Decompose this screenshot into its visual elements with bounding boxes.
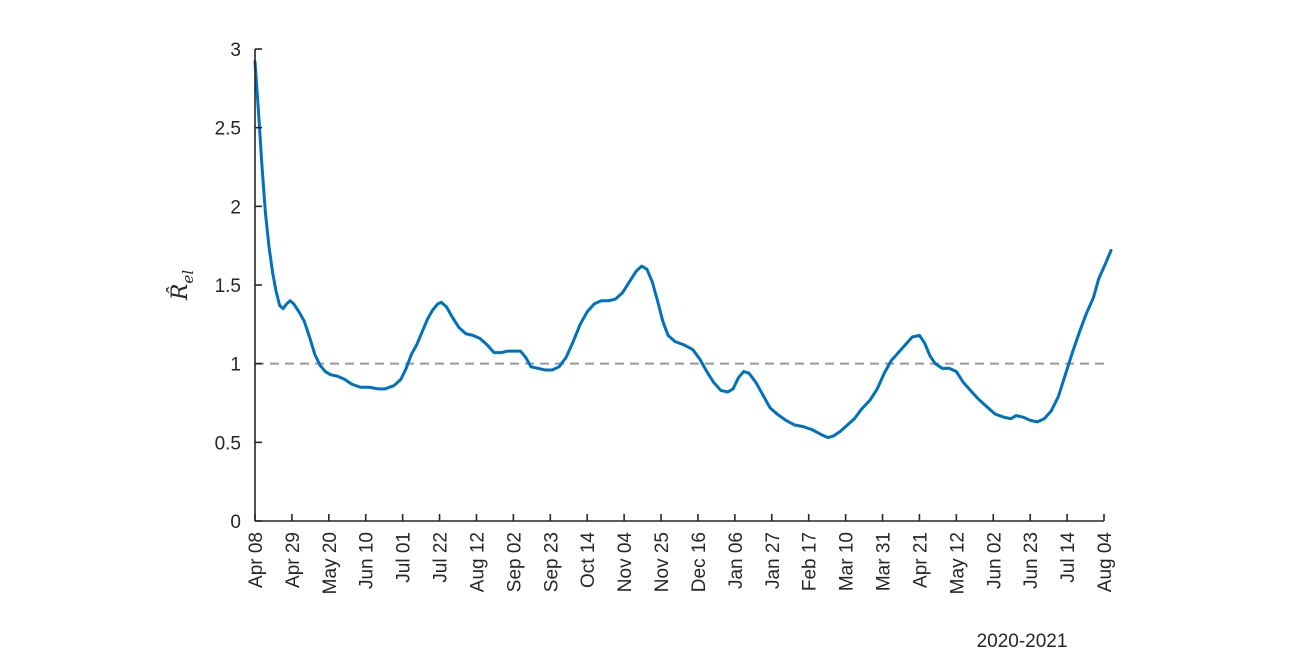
x-tick-label: Jan 27 <box>763 532 784 589</box>
y-tick-label: 1 <box>230 355 241 376</box>
x-tick-label: Feb 17 <box>800 532 821 591</box>
y-tick-label: 3 <box>230 40 241 61</box>
x-tick-label: Apr 08 <box>246 532 267 588</box>
x-tick-label: Mar 10 <box>837 532 858 591</box>
x-tick-label: Apr 29 <box>283 532 304 588</box>
x-tick-label: Nov 25 <box>652 532 673 592</box>
x-tick-label: Sep 23 <box>541 532 562 592</box>
x-tick-label: Jan 06 <box>726 532 747 589</box>
axes-layer: 0 0.5 1 1.5 2 2.5 3 Apr 08 Apr 29 May 20 Jun 10 Jul… <box>215 40 1116 594</box>
x-tick-label: Nov 04 <box>615 532 636 593</box>
x-tick-label: Jul 14 <box>1058 532 1079 583</box>
x-tick-label: Aug 12 <box>467 532 488 592</box>
y-axis-label-main: R̂ <box>167 284 193 302</box>
x-tick-label: Jul 01 <box>394 532 415 583</box>
x-tick-label: May 12 <box>947 532 968 594</box>
x-tick-label: Jun 02 <box>984 532 1005 589</box>
x-tick-label: Sep 02 <box>504 532 525 592</box>
y-tick-label: 0 <box>230 512 241 533</box>
x-tick-label: Dec 16 <box>689 532 710 592</box>
x-tick-label: Oct 14 <box>578 532 599 588</box>
x-tick-label: Mar 31 <box>874 532 895 591</box>
x-tick-label: Jul 22 <box>431 532 452 583</box>
series-line-0 <box>253 60 1113 440</box>
y-tick-label: 0.5 <box>215 433 241 454</box>
y-tick-label: 1.5 <box>215 276 241 297</box>
series-layer <box>253 60 1113 440</box>
y-axis-label-subscript: el <box>179 270 197 284</box>
x-tick-label: Apr 21 <box>910 532 931 588</box>
y-tick-label: 2 <box>230 197 241 218</box>
x-tick-label: May 20 <box>320 532 341 594</box>
x-tick-label: Aug 04 <box>1095 532 1116 593</box>
y-tick-label: 2.5 <box>215 119 241 140</box>
y-axis-label: R̂el <box>167 270 197 301</box>
x-tick-label: Jun 10 <box>357 532 378 589</box>
x-axis-label: 2020-2021 <box>977 631 1068 652</box>
x-tick-label: Jun 23 <box>1021 532 1042 589</box>
